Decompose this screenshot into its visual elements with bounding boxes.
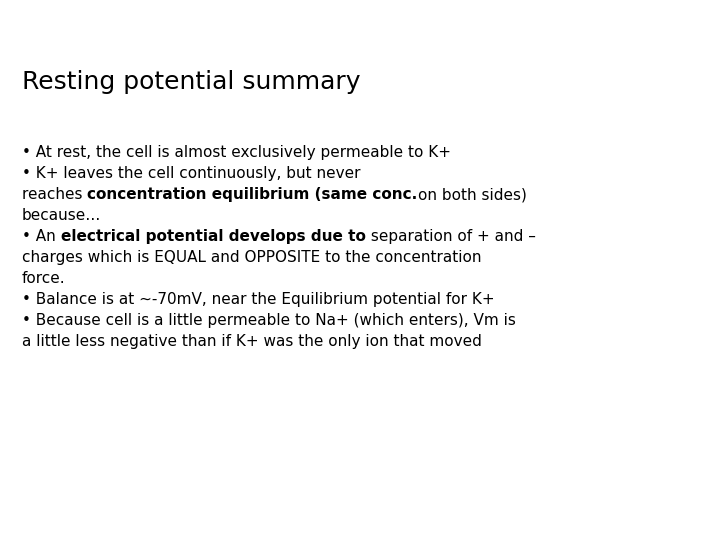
Text: • K+ leaves the cell continuously, but never: • K+ leaves the cell continuously, but n… (22, 166, 361, 181)
Text: • An: • An (22, 229, 60, 244)
Text: because…: because… (22, 208, 102, 223)
Text: a little less negative than if K+ was the only ion that moved: a little less negative than if K+ was th… (22, 334, 482, 349)
Text: reaches: reaches (22, 187, 87, 202)
Text: on both sides): on both sides) (418, 187, 526, 202)
Text: • At rest, the cell is almost exclusively permeable to K+: • At rest, the cell is almost exclusivel… (22, 145, 451, 160)
Text: separation of + and –: separation of + and – (366, 229, 536, 244)
Text: • Balance is at ~-70mV, near the Equilibrium potential for K+: • Balance is at ~-70mV, near the Equilib… (22, 292, 495, 307)
Text: • Because cell is a little permeable to Na+ (which enters), Vm is: • Because cell is a little permeable to … (22, 313, 516, 328)
Text: electrical potential develops due to: electrical potential develops due to (60, 229, 366, 244)
Text: Resting potential summary: Resting potential summary (22, 70, 361, 94)
Text: concentration equilibrium (same conc.: concentration equilibrium (same conc. (87, 187, 418, 202)
Text: charges which is EQUAL and OPPOSITE to the concentration: charges which is EQUAL and OPPOSITE to t… (22, 250, 482, 265)
Text: force.: force. (22, 271, 66, 286)
